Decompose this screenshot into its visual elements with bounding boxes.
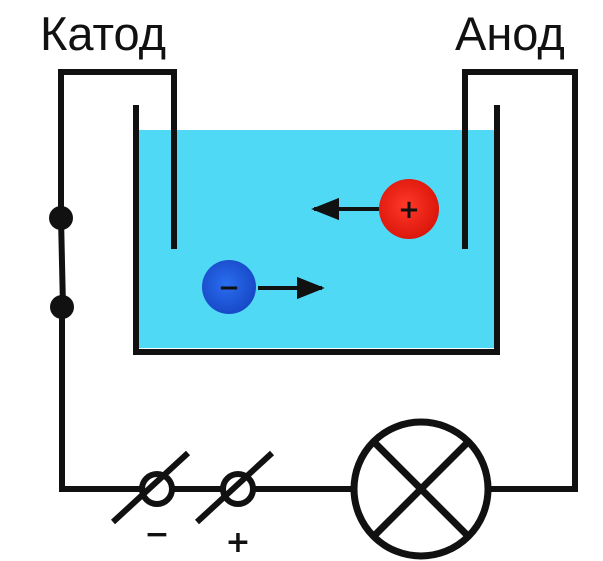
anion-symbol: −	[218, 273, 240, 303]
vessel	[133, 105, 500, 355]
negative-terminal	[110, 450, 191, 525]
negative-sign: −	[144, 517, 169, 552]
cathode-electrode	[58, 69, 177, 249]
switch	[49, 206, 74, 319]
positive-terminal	[194, 450, 275, 525]
positive-sign: +	[225, 525, 250, 560]
anode-electrode	[462, 69, 578, 492]
switch-contact-bottom	[50, 295, 74, 319]
wire-left	[59, 312, 142, 492]
electrolyte	[139, 130, 495, 348]
anion: −	[202, 260, 325, 314]
switch-contact-top	[49, 206, 73, 230]
lamp	[350, 418, 492, 560]
cation-symbol: +	[398, 195, 420, 225]
cathode-label: Катод	[40, 7, 166, 60]
cation: +	[311, 179, 439, 239]
anode-label: Анод	[455, 7, 565, 60]
